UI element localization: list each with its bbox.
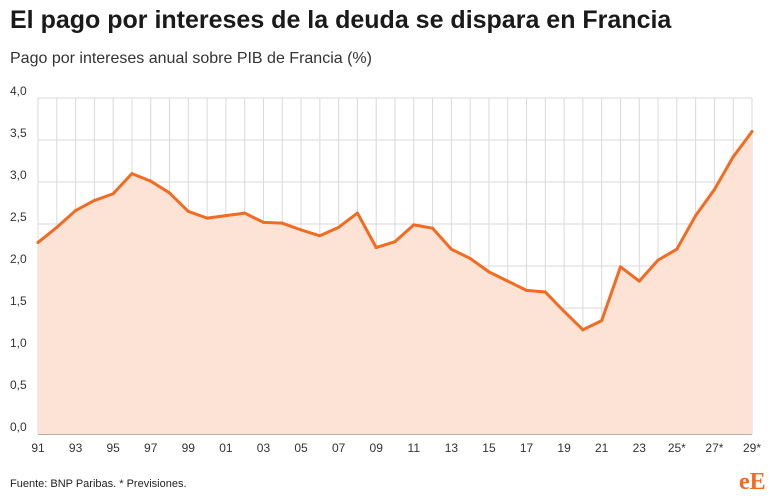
data-point <box>243 211 247 215</box>
x-tick-label: 15 <box>482 441 496 455</box>
data-point <box>712 188 716 192</box>
x-tick-label: 23 <box>633 441 647 455</box>
x-tick-label: 13 <box>445 441 459 455</box>
data-point <box>374 246 378 250</box>
x-tick-label: 27* <box>705 441 723 455</box>
data-point <box>224 214 228 218</box>
data-point <box>581 328 585 332</box>
area-layer <box>38 131 752 434</box>
x-tick-label: 11 <box>408 441 421 455</box>
x-tick-label: 03 <box>257 441 271 455</box>
y-tick-label: 1,0 <box>10 336 27 350</box>
series-area <box>38 131 752 434</box>
x-tick-label: 05 <box>294 441 308 455</box>
data-point <box>186 209 190 213</box>
y-tick-label: 0,5 <box>10 378 27 392</box>
x-tick-label: 21 <box>595 441 609 455</box>
data-point <box>656 258 660 262</box>
data-point <box>525 288 529 292</box>
data-point <box>731 155 735 159</box>
y-axis: 0,0 0,5 1,0 1,5 2,0 2,5 3,0 3,5 4,0 <box>10 84 27 434</box>
data-point <box>600 319 604 323</box>
data-point <box>299 228 303 232</box>
data-point <box>412 223 416 227</box>
x-tick-label: 29* <box>743 441 761 455</box>
data-point <box>637 279 641 283</box>
data-point <box>750 130 754 134</box>
data-point <box>675 247 679 251</box>
data-point <box>280 221 284 225</box>
data-point <box>92 198 96 202</box>
x-tick-label: 99 <box>182 441 196 455</box>
x-tick-label: 25* <box>668 441 686 455</box>
data-point <box>694 214 698 218</box>
data-point <box>431 226 435 230</box>
chart-title: El pago por intereses de la deuda se dis… <box>10 6 672 34</box>
data-point <box>562 309 566 313</box>
x-tick-label: 91 <box>31 441 45 455</box>
y-tick-label: 2,5 <box>10 210 27 224</box>
y-tick-label: 3,0 <box>10 168 27 182</box>
logo-letter-E: E <box>749 469 766 495</box>
x-tick-label: 95 <box>106 441 120 455</box>
data-point <box>337 225 341 229</box>
data-point <box>168 191 172 195</box>
y-tick-label: 1,5 <box>10 294 27 308</box>
x-tick-label: 97 <box>144 441 158 455</box>
line-layer <box>36 130 754 332</box>
y-tick-label: 3,5 <box>10 126 27 140</box>
data-point <box>543 290 547 294</box>
data-point <box>449 247 453 251</box>
data-point <box>618 265 622 269</box>
x-tick-label: 07 <box>332 441 346 455</box>
data-point <box>487 270 491 274</box>
logo-letter-e: e <box>739 469 750 495</box>
x-tick-label: 09 <box>370 441 384 455</box>
source-note: Fuente: BNP Paribas. * Previsiones. <box>10 478 187 490</box>
data-point <box>36 240 40 244</box>
chart-subtitle: Pago por intereses anual sobre PIB de Fr… <box>10 50 372 67</box>
data-point <box>261 220 265 224</box>
data-point <box>355 211 359 215</box>
y-tick-label: 2,0 <box>10 252 27 266</box>
y-tick-label: 0,0 <box>10 420 27 434</box>
x-tick-label: 19 <box>557 441 571 455</box>
data-point <box>318 234 322 238</box>
data-point <box>74 209 78 213</box>
brand-logo: eE <box>739 470 766 494</box>
data-point <box>55 225 59 229</box>
x-tick-label: 93 <box>69 441 83 455</box>
data-point <box>111 192 115 196</box>
x-tick-label: 17 <box>520 441 534 455</box>
x-axis: 91 93 95 97 99 01 03 05 07 09 11 13 15 17 19 21 23 25* 27*… <box>31 441 761 455</box>
data-point <box>130 172 134 176</box>
data-point <box>149 179 153 183</box>
y-tick-label: 4,0 <box>10 84 27 98</box>
data-point <box>506 279 510 283</box>
data-point <box>393 240 397 244</box>
data-point <box>468 256 472 260</box>
data-point <box>205 216 209 220</box>
x-tick-label: 01 <box>219 441 233 455</box>
